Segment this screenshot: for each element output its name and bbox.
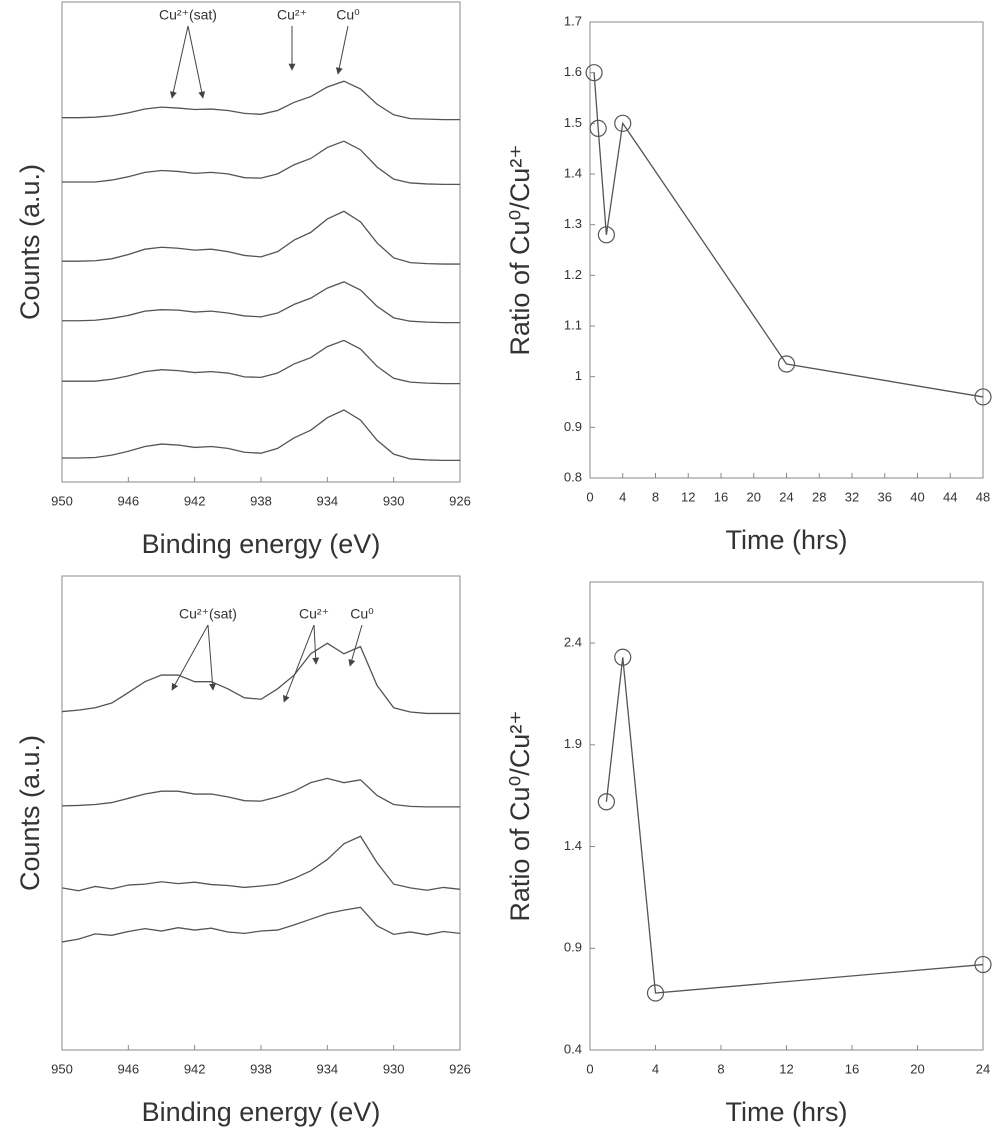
spectrum [62,210,460,265]
spectrum [62,281,460,324]
y-axis-label: Ratio of Cu⁰/Cu²⁺ [505,144,535,355]
ratio-marker [589,119,607,137]
ratio-line [593,72,984,398]
y-tick-label: 0.9 [564,419,582,434]
x-tick-label: 20 [910,1061,924,1076]
x-tick-label: 0 [586,489,593,504]
x-tick-label: 946 [117,493,139,508]
annotation-arrow [335,25,349,75]
spectrum [62,339,460,385]
y-tick-label: 2.4 [564,634,582,649]
ratio-marker [585,64,603,82]
y-tick-label: 0.4 [564,1041,582,1056]
x-axis-label: Time (hrs) [726,525,848,555]
y-tick-label: 1.5 [564,115,582,130]
ratio-marker [646,984,665,1002]
ratio-marker [614,648,632,666]
ratio-marker [614,114,632,132]
x-tick-label: 934 [316,493,338,508]
x-tick-label: 12 [681,489,695,504]
y-tick-label: 1.9 [564,736,582,751]
peak-annotation: Cu²⁺ [299,606,329,622]
x-axis-label: Binding energy (eV) [142,1097,381,1127]
x-tick-label: 950 [51,493,73,508]
spectrum [62,140,460,186]
x-tick-label: 942 [184,493,206,508]
x-tick-label: 930 [383,1061,405,1076]
x-tick-label: 4 [619,489,626,504]
plot-frame [61,1,461,483]
x-tick-label: 926 [449,493,471,508]
x-tick-label: 930 [383,493,405,508]
x-tick-label: 44 [943,489,957,504]
ratio-line [605,657,984,994]
annotation-arrow [283,624,315,703]
y-tick-label: 1 [575,368,582,383]
annotation-arrow [312,624,320,665]
annotation-arrow [348,624,363,667]
ratio-marker [597,793,615,811]
y-tick-label: 1.3 [564,216,582,231]
spectrum [61,777,460,808]
x-tick-label: 8 [652,489,659,504]
annotation-arrow [207,624,217,691]
x-tick-label: 24 [976,1061,990,1076]
ratio-marker [777,355,796,373]
x-axis-label: Time (hrs) [726,1097,848,1127]
x-tick-label: 950 [51,1061,73,1076]
annotation-arrow [171,624,209,691]
spectrum [61,906,461,943]
x-tick-label: 16 [845,1061,859,1076]
y-tick-label: 1.2 [564,267,582,282]
x-tick-label: 48 [976,489,990,504]
x-tick-label: 12 [779,1061,793,1076]
y-tick-label: 1.4 [564,838,582,853]
plot-frame [61,575,461,1051]
spectrum [61,835,461,892]
plot-frame [589,581,984,1051]
y-tick-label: 1.4 [564,165,582,180]
x-axis-label: Binding energy (eV) [142,529,381,559]
x-tick-label: 8 [717,1061,724,1076]
x-tick-label: 36 [878,489,892,504]
y-axis-label: Counts (a.u.) [15,735,45,891]
x-tick-label: 16 [714,489,728,504]
peak-annotation: Cu²⁺(sat) [179,606,237,622]
x-tick-label: 28 [812,489,826,504]
x-tick-label: 0 [586,1061,593,1076]
x-tick-label: 946 [117,1061,139,1076]
x-tick-label: 32 [845,489,859,504]
y-tick-label: 0.8 [564,469,582,484]
y-axis-label: Ratio of Cu⁰/Cu²⁺ [505,710,535,921]
ratio-marker [974,388,992,406]
x-tick-label: 938 [250,493,272,508]
y-tick-label: 1.6 [564,64,582,79]
peak-annotation: Cu⁰ [336,7,360,23]
peak-annotation: Cu⁰ [350,606,374,622]
y-tick-label: 1.7 [564,13,582,28]
y-axis-label: Counts (a.u.) [15,164,45,320]
x-tick-label: 942 [184,1061,206,1076]
x-tick-label: 20 [747,489,761,504]
y-tick-label: 1.1 [564,317,582,332]
x-tick-label: 4 [652,1061,659,1076]
x-tick-label: 938 [250,1061,272,1076]
ratio-marker [974,955,992,974]
spectrum [61,642,460,715]
plot-frame [589,21,984,479]
x-tick-label: 934 [316,1061,338,1076]
x-tick-label: 40 [910,489,924,504]
spectrum [62,80,460,121]
y-tick-label: 0.9 [564,940,582,955]
spectrum [62,409,460,462]
peak-annotation: Cu²⁺(sat) [159,7,217,23]
x-tick-label: 24 [779,489,793,504]
x-tick-label: 926 [449,1061,471,1076]
ratio-marker [597,226,615,244]
annotation-arrow [187,25,206,99]
annotation-arrow [169,25,189,99]
peak-annotation: Cu²⁺ [277,7,307,23]
